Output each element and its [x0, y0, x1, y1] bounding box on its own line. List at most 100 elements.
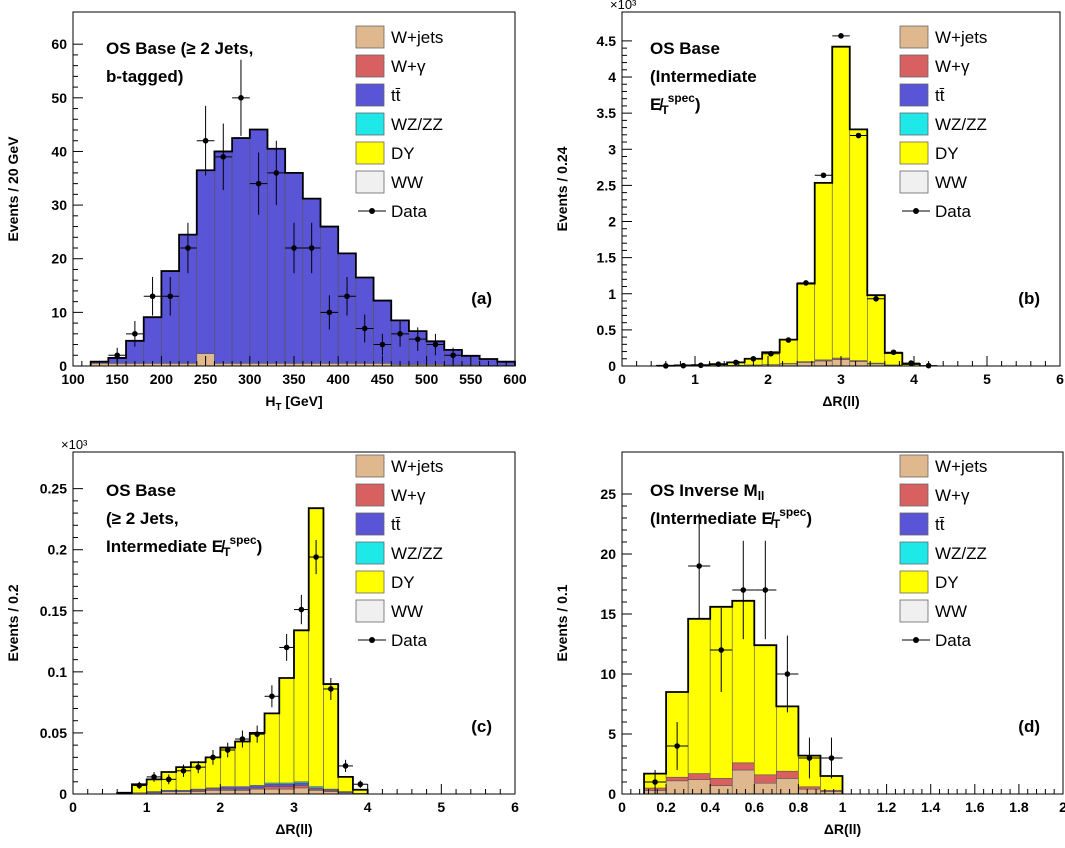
bar-wjets-4: [731, 769, 755, 795]
bar-wjets-3: [709, 785, 733, 795]
y-tick-label: 2: [608, 214, 616, 230]
data-point-5: [754, 540, 777, 640]
data-point-16: [391, 320, 409, 347]
data-point-18: [426, 333, 445, 356]
bar-wjets-6: [205, 790, 221, 795]
legend-item-data: Data: [358, 631, 427, 650]
legend-swatch: [899, 454, 929, 478]
bar-wjets-9: [249, 788, 265, 795]
x-tick-label: 1: [691, 371, 699, 387]
legend-item-ttbar: tt̄: [355, 83, 401, 107]
legend-label: W+γ: [935, 486, 970, 505]
bar-ttbar-8: [231, 137, 251, 364]
legend: W+jets W+γ tt̄ WZ/ZZ DY WW Data: [355, 454, 443, 650]
panel-tag: (c): [471, 717, 492, 736]
y-tick-label: 4.5: [597, 33, 617, 49]
bar-ttbar-10: [264, 783, 280, 787]
y-tick-label: 5: [608, 726, 616, 742]
y-tick-label: 0.5: [597, 322, 617, 338]
legend-label: WZ/ZZ: [935, 115, 987, 134]
legend-item-wzzz: WZ/ZZ: [899, 112, 987, 136]
data-marker: [220, 154, 227, 160]
x-tick-label: 2: [1059, 799, 1065, 815]
bar-dy-10: [264, 713, 280, 784]
data-marker: [762, 587, 769, 593]
legend-label: Data: [391, 631, 427, 650]
data-point-13: [884, 349, 903, 356]
bar-wgamma-6: [776, 770, 799, 779]
legend-swatch: [355, 54, 385, 78]
bar-wjets-9: [814, 360, 833, 367]
data-point-19: [444, 347, 462, 363]
legend-swatch: [899, 170, 929, 194]
legend-item-wjets: W+jets: [899, 25, 987, 49]
legend-label: W+jets: [935, 457, 987, 476]
legend-swatch: [355, 83, 385, 107]
bar-wjets-1: [665, 780, 689, 795]
data-point-6: [214, 123, 233, 191]
x-tick-label: 400: [327, 371, 351, 387]
data-point-9: [814, 172, 833, 179]
y-tick-label: 0.25: [40, 481, 67, 497]
panel-title-line: Intermediate E̸Tspec): [106, 533, 262, 559]
legend-swatch: [355, 483, 385, 507]
panel-title-line: OS Inverse Mll: [650, 481, 764, 503]
bar-dy-9: [814, 182, 833, 361]
data-point-7: [779, 337, 798, 343]
legend-swatch: [355, 541, 385, 565]
legend-marker-dot: [913, 208, 919, 214]
bar-dy-2: [687, 618, 711, 774]
y-tick-label: 0.15: [40, 603, 67, 619]
data-marker: [254, 731, 260, 737]
bar-wgamma-11: [278, 786, 295, 790]
x-tick-label: 600: [503, 371, 527, 387]
y-tick-label: 20: [51, 251, 67, 267]
bar-ttbar-13: [320, 226, 339, 364]
y-tick-label: 15: [600, 606, 616, 622]
data-point-2: [688, 513, 711, 619]
data-marker: [890, 349, 897, 356]
y-axis-label: Events / 0.24: [554, 146, 570, 231]
legend-label: W+jets: [391, 28, 443, 47]
data-point-15: [373, 333, 392, 356]
data-point-8: [249, 725, 265, 743]
legend-swatch: [899, 541, 929, 565]
x-tick-label: 250: [194, 371, 218, 387]
data-point-10: [279, 633, 294, 661]
panel-tag: (d): [1018, 717, 1040, 736]
legend-item-data: Data: [358, 202, 427, 221]
x-tick-label: 1.2: [877, 799, 897, 815]
data-point-7: [798, 737, 821, 779]
data-point-2: [143, 276, 162, 316]
data-marker: [195, 764, 202, 770]
x-tick-label: 550: [459, 371, 483, 387]
legend: W+jets W+γ tt̄ WZ/ZZ DY WW Data: [899, 25, 987, 221]
legend-label: tt̄: [391, 86, 401, 105]
legend-label: Data: [935, 631, 971, 650]
legend-item-wzzz: WZ/ZZ: [355, 112, 443, 136]
y-tick-label: 1.5: [597, 250, 617, 266]
stack-outline: [89, 128, 516, 366]
x-tick-label: 5: [983, 371, 991, 387]
legend-marker-dot: [369, 637, 375, 643]
legend-swatch: [355, 170, 385, 194]
legend-swatch: [355, 570, 385, 594]
data-marker: [908, 360, 914, 366]
bar-dy-5: [753, 644, 777, 776]
data-marker: [740, 587, 747, 593]
data-marker: [273, 170, 280, 176]
y-tick-label: 50: [51, 90, 67, 106]
x-axis-label: ΔR(ll): [275, 821, 312, 837]
legend-item-wjets: W+jets: [355, 25, 443, 49]
legend-swatch: [355, 512, 385, 536]
legend-item-wzzz: WZ/ZZ: [355, 541, 443, 565]
panel-title-line: (Intermediate: [650, 67, 757, 86]
legend-label: DY: [935, 144, 959, 163]
x-tick-label: 1: [143, 799, 151, 815]
data-marker: [750, 355, 757, 362]
data-point-1: [126, 320, 144, 347]
x-tick-label: 4: [364, 799, 372, 815]
legend-item-data: Data: [902, 631, 971, 650]
y-axis-label: Events / 0.2: [5, 584, 21, 661]
x-tick-label: 1.8: [1009, 799, 1029, 815]
